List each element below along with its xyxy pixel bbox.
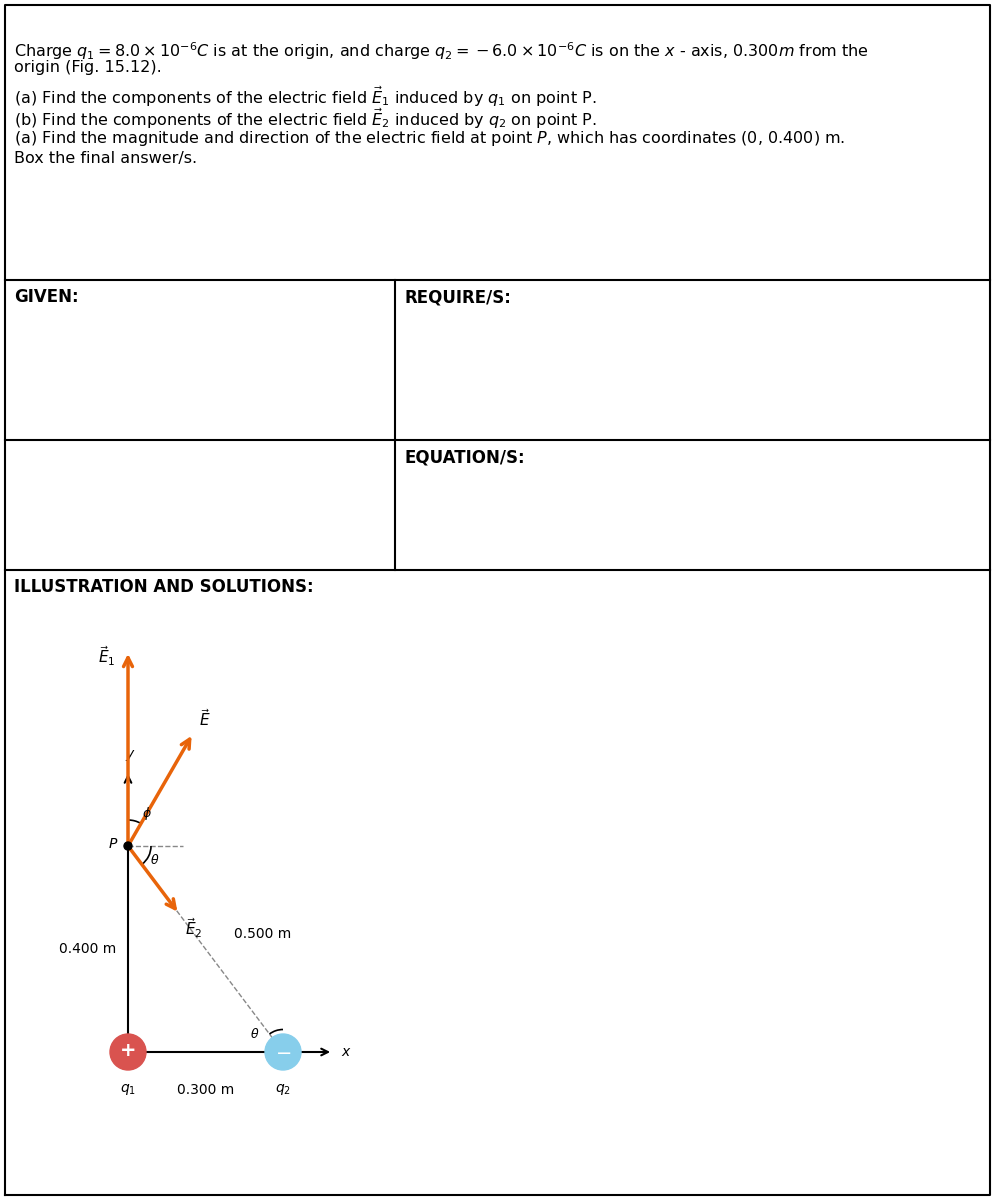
Text: $-$: $-$ (274, 1042, 291, 1061)
Text: origin (Fig. 15.12).: origin (Fig. 15.12). (14, 60, 162, 76)
Circle shape (110, 1034, 146, 1070)
Text: $P$: $P$ (107, 838, 118, 851)
Text: EQUATION/S:: EQUATION/S: (405, 448, 525, 466)
Text: $x$: $x$ (341, 1045, 351, 1058)
Circle shape (124, 842, 132, 850)
Text: Charge $q_1 = 8.0\times10^{-6}C$ is at the origin, and charge $q_2 = -6.0\times1: Charge $q_1 = 8.0\times10^{-6}C$ is at t… (14, 40, 868, 61)
Text: (a) Find the components of the electric field $\vec{E}_1$ induced by $q_1$ on po: (a) Find the components of the electric … (14, 85, 595, 109)
Text: $\vec{E}_2$: $\vec{E}_2$ (185, 916, 203, 940)
Text: (b) Find the components of the electric field $\vec{E}_2$ induced by $q_2$ on po: (b) Find the components of the electric … (14, 107, 596, 131)
Text: ILLUSTRATION AND SOLUTIONS:: ILLUSTRATION AND SOLUTIONS: (14, 578, 313, 596)
Text: Box the final answer/s.: Box the final answer/s. (14, 151, 197, 166)
Text: REQUIRE/S:: REQUIRE/S: (405, 288, 511, 306)
Text: $\phi$: $\phi$ (142, 805, 152, 822)
Text: 0.400 m: 0.400 m (59, 942, 116, 956)
Text: $\vec{E}$: $\vec{E}$ (199, 708, 211, 730)
Text: $y$: $y$ (124, 748, 135, 763)
Text: $\vec{E}_1$: $\vec{E}_1$ (98, 644, 116, 668)
Text: +: + (119, 1042, 136, 1061)
Text: $\theta$: $\theta$ (250, 1027, 259, 1040)
Text: 0.300 m: 0.300 m (177, 1082, 234, 1097)
Text: GIVEN:: GIVEN: (14, 288, 79, 306)
Text: $\theta$: $\theta$ (150, 853, 159, 866)
Text: $q_1$: $q_1$ (120, 1082, 136, 1097)
Text: 0.500 m: 0.500 m (234, 926, 290, 941)
Text: $q_2$: $q_2$ (274, 1082, 290, 1097)
Circle shape (264, 1034, 301, 1070)
Text: (a) Find the magnitude and direction of the electric field at point $P$, which h: (a) Find the magnitude and direction of … (14, 130, 845, 148)
